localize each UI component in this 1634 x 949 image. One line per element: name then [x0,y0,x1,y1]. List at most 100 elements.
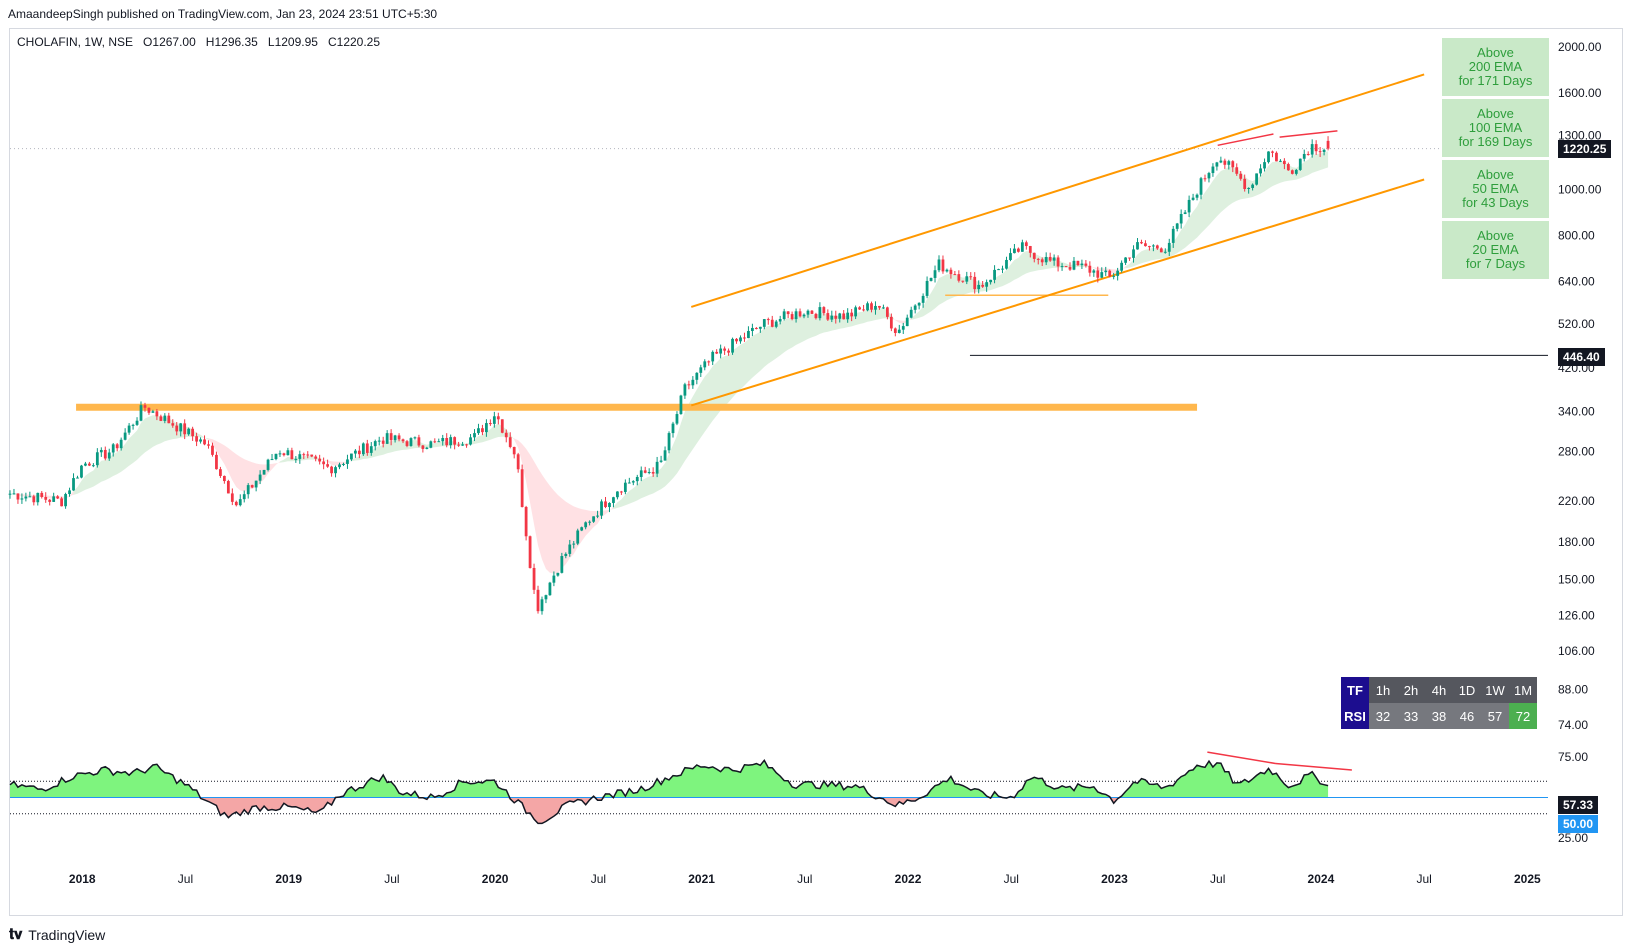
candle-body [330,466,333,474]
candle-body [913,305,917,310]
candle-body [504,432,508,438]
candle-body [32,496,36,503]
price-tick-label: 280.00 [1558,444,1595,458]
candle-body [1286,164,1290,171]
candle-body [357,450,361,455]
rsi-mid-tag: 50.00 [1558,815,1599,833]
price-tick-label: 180.00 [1558,535,1595,549]
candle-body [691,379,695,386]
candle-body [191,428,195,437]
candle-body [1096,270,1100,278]
candle-body [524,506,528,537]
candle-body [1322,149,1326,152]
candle-body [727,350,730,353]
chart-frame[interactable] [9,28,1623,916]
candle-body [576,530,580,544]
candle-body [278,453,282,455]
candle-body [1227,161,1231,165]
candle-body [421,445,425,449]
candle-body [1215,162,1219,167]
candle-body [770,319,774,327]
rsi-1m: 72 [1509,703,1537,729]
candle-body [1048,256,1052,261]
candle-body [135,420,139,425]
candle-body [230,493,234,502]
candle-body [1017,248,1020,252]
candle-body [302,454,306,456]
candle-body [806,310,810,315]
candle-body [1187,199,1191,213]
high-label: H [205,35,215,49]
close-value: 1220.25 [336,35,381,49]
ema-box-200: Above 200 EMA for 171 Days [1442,38,1549,96]
candle-body [238,499,242,506]
candle-body [949,269,953,275]
candle-body [973,276,977,290]
candle-body [604,501,607,508]
candle-body [1282,160,1286,165]
candle-body [203,439,206,445]
candle-body [766,319,770,321]
ema-cloud-bullish [351,423,515,462]
candle-body [651,471,655,474]
candle-body [20,498,24,500]
time-tick-label: 2022 [895,872,922,886]
candle-body [171,423,175,426]
candle-body [1243,178,1247,189]
candle-body [449,437,453,446]
candle-body [453,437,457,445]
candle-body [131,424,135,426]
candle-body [1219,160,1223,163]
candle-body [1132,249,1135,258]
candle-body [1199,178,1203,195]
level-price-tag: 446.40 [1558,348,1605,366]
candle-body [242,494,246,500]
candle-body [846,312,850,320]
candle-body [1298,158,1302,170]
candle-body [88,463,91,466]
candle-body [917,302,921,306]
candle-body [437,441,441,443]
candle-body [572,543,576,545]
rsi-4h: 38 [1425,703,1453,729]
tf-1h: 1h [1369,677,1397,703]
candle-body [635,476,639,482]
candle-body [246,485,250,495]
time-tick-label: Jul [1004,872,1019,886]
time-tick-label: Jul [178,872,193,886]
rsi-tick-label: 75.00 [1558,750,1588,764]
candle-body [361,443,365,455]
candle-body [516,454,520,470]
candle-body [159,416,163,421]
candle-body [786,311,790,315]
candle-body [1167,242,1171,252]
candle-body [1092,270,1096,273]
candle-body [405,441,409,446]
candle-body [1020,242,1024,252]
time-tick-label: 2018 [69,872,96,886]
candle-body [1294,169,1298,174]
candle-body [893,328,897,333]
candle-body [469,437,472,445]
candle-body [377,440,381,442]
candle-body [298,454,302,459]
candle-body [1267,151,1270,163]
candle-body [314,456,318,459]
rsi-fill-above [10,760,1329,798]
candle-body [381,440,385,444]
price-tick-label: 520.00 [1558,317,1595,331]
candle-body [401,439,405,442]
candle-body [1235,167,1239,174]
candle-body [354,450,357,454]
candle-body [1024,242,1028,247]
price-tick-label: 220.00 [1558,494,1595,508]
candle-body [695,372,699,380]
candle-body [84,463,87,466]
candle-body [91,465,95,467]
candle-body [477,428,480,434]
divergence-price-line-1 [1217,133,1274,147]
candle-body [1116,270,1120,276]
candle-body [127,425,131,433]
candle-body [215,454,218,470]
